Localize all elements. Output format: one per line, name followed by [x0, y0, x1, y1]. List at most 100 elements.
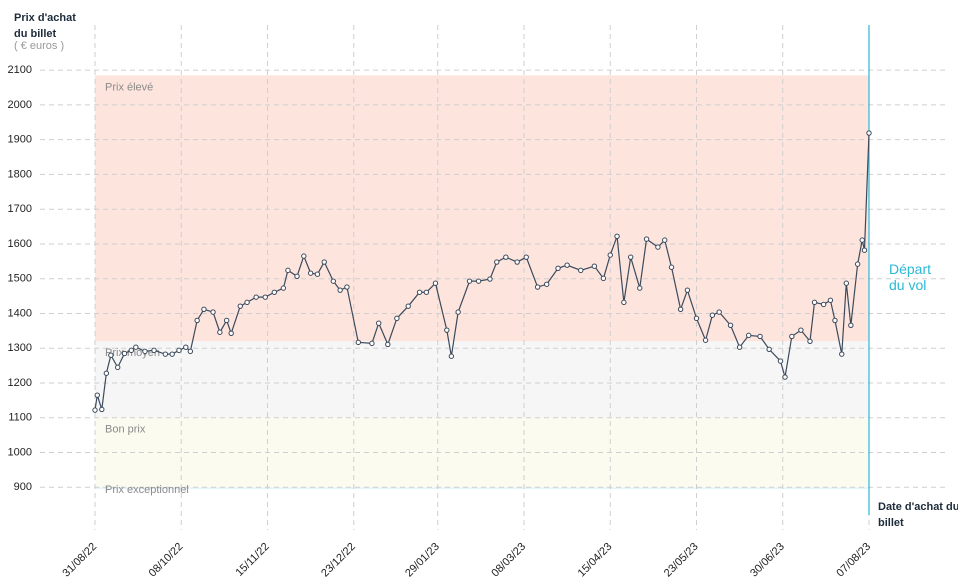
price-point: [405, 303, 411, 309]
price-point: [655, 244, 661, 250]
price-point: [523, 254, 529, 260]
price-point: [798, 327, 804, 333]
price-point: [716, 309, 722, 315]
price-point: [321, 259, 327, 265]
price-point: [223, 317, 230, 324]
band-label: Bon prix: [105, 424, 146, 436]
price-point: [677, 306, 684, 313]
price-point: [301, 253, 307, 259]
price-point: [162, 351, 169, 357]
price-point: [355, 339, 361, 346]
price-point: [627, 254, 634, 260]
price-point: [782, 374, 788, 380]
price-point: [637, 285, 643, 291]
x-tick-label: 07/08/23: [834, 541, 873, 580]
price-point: [514, 259, 520, 265]
price-point: [854, 261, 861, 267]
x-axis-title: Date d'achat du billet: [878, 501, 958, 529]
price-point: [114, 364, 121, 371]
y-axis-title: Prix d'achat du billet: [14, 12, 76, 40]
x-tick-label: 31/08/22: [60, 541, 99, 580]
price-point: [702, 337, 709, 343]
y-tick-label: 1800: [8, 168, 32, 180]
price-point: [103, 370, 110, 376]
price-point: [543, 281, 550, 287]
price-point: [307, 270, 314, 276]
y-tick-label: 2100: [8, 64, 32, 76]
price-band: [95, 487, 869, 490]
y-tick-label: 1200: [8, 377, 32, 389]
price-point: [169, 351, 175, 357]
price-point: [416, 289, 423, 295]
price-point: [99, 406, 105, 413]
price-point: [183, 344, 189, 350]
y-tick-label: 1600: [8, 238, 32, 250]
x-tick-label: 15/11/22: [233, 541, 271, 579]
price-point: [578, 267, 584, 274]
price-point: [376, 320, 382, 326]
price-point: [843, 280, 850, 286]
price-point: [475, 278, 482, 284]
price-point: [621, 299, 627, 306]
price-point: [832, 317, 838, 324]
y-tick-label: 900: [14, 481, 32, 493]
price-point: [94, 392, 100, 398]
price-point: [607, 252, 613, 258]
y-tick-label: 1300: [8, 342, 32, 354]
price-point: [668, 264, 675, 270]
price-point: [455, 309, 461, 315]
price-point: [194, 317, 200, 324]
price-point: [684, 287, 691, 293]
price-point: [766, 346, 772, 352]
price-point: [727, 322, 734, 328]
x-tick-label: 08/03/23: [489, 541, 528, 580]
y-tick-label: 1000: [8, 446, 32, 458]
x-tick-label: 30/06/23: [748, 541, 787, 580]
price-point: [503, 254, 509, 260]
price-band: [95, 75, 869, 342]
price-point: [142, 348, 148, 355]
band-label: Prix élevé: [105, 81, 153, 93]
price-point: [432, 280, 439, 286]
price-point: [394, 315, 400, 322]
y-tick-label: 1700: [8, 203, 32, 215]
price-point: [280, 285, 287, 291]
price-point: [494, 259, 500, 265]
price-point: [643, 236, 650, 242]
y-tick-label: 1500: [8, 273, 32, 285]
y-tick-label: 1400: [8, 307, 32, 319]
annotation: Départ du vol: [889, 261, 931, 293]
price-band: [95, 341, 869, 418]
price-point: [92, 407, 98, 413]
price-point: [614, 233, 620, 240]
price-point: [151, 347, 157, 354]
price-point: [262, 294, 268, 300]
price-point: [121, 350, 128, 357]
price-point: [693, 315, 700, 322]
price-point: [709, 312, 716, 318]
price-point: [201, 306, 207, 313]
y-tick-label: 1900: [8, 134, 32, 146]
price-point: [746, 332, 752, 339]
price-point: [444, 327, 450, 333]
price-point: [423, 289, 430, 295]
price-point: [820, 301, 827, 308]
price-point: [228, 330, 234, 336]
price-point: [777, 358, 784, 364]
y-tick-label: 1100: [8, 412, 32, 424]
price-point: [448, 353, 455, 359]
y-tick-label: 2000: [8, 99, 32, 111]
price-point: [861, 247, 868, 253]
price-point: [330, 278, 337, 284]
price-point: [662, 237, 668, 243]
price-point: [466, 278, 473, 284]
price-point: [789, 333, 795, 340]
y-axis-unit: ( € euros ): [14, 40, 64, 52]
price-point: [811, 299, 818, 306]
price-point: [285, 267, 291, 274]
price-point: [866, 130, 872, 136]
price-point: [187, 348, 194, 355]
price-point: [133, 344, 139, 350]
price-point: [555, 265, 561, 271]
